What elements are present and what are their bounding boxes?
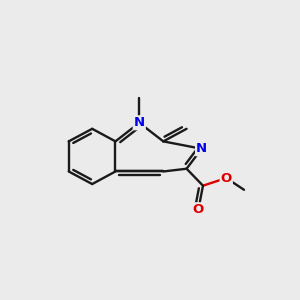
Text: N: N [196,142,207,155]
Text: N: N [134,116,145,129]
Text: O: O [193,203,204,216]
Text: O: O [220,172,232,184]
